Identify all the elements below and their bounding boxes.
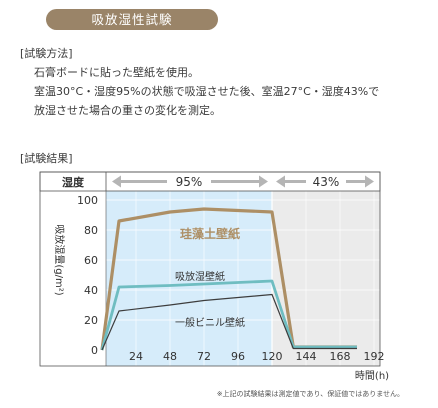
humidity-period-95: 95% (176, 175, 203, 189)
series-label-diatom: 珪藻土壁紙 (180, 226, 240, 241)
arrow-head-left (276, 175, 285, 188)
footnote: ※上記の試験結果は測定値であり、保証値ではありません。 (216, 390, 404, 398)
x-tick-label: 144 (296, 350, 317, 363)
x-tick-label: 24 (129, 350, 143, 363)
y-tick-label: 0 (91, 344, 98, 357)
x-tick-label: 48 (163, 350, 177, 363)
y-tick-label: 60 (84, 254, 98, 267)
y-tick-label: 40 (84, 284, 98, 297)
y-tick-label: 20 (84, 314, 98, 327)
chart-frame (39, 171, 381, 367)
series-line-vinyl (101, 293, 357, 351)
arrow-head-right (259, 175, 268, 188)
x-axis-label: 時間(h) (355, 370, 389, 382)
humidity-period-43: 43% (313, 175, 340, 189)
x-tick-label: 72 (197, 350, 211, 363)
y-axis-label: 吸放湿量(g/m²) (53, 224, 66, 295)
y-tick-label: 100 (77, 194, 98, 207)
series-line-absorb (100, 279, 357, 351)
humid-phase-background (106, 191, 272, 366)
arrow-head-right (365, 175, 374, 188)
method-line-3: 放湿させた場合の重さの変化を測定。 (34, 104, 221, 117)
axis-ticks: 0 20 40 60 80 100 24 48 72 96 120 144 168 192 (77, 191, 385, 366)
y-tick-label: 80 (84, 224, 98, 237)
series-lines (100, 207, 357, 351)
grid-lines (106, 172, 380, 366)
series-label-absorb: 吸放湿壁紙 (175, 270, 225, 283)
dry-phase-background (272, 191, 380, 366)
series-line-diatom (100, 207, 357, 351)
series-label-vinyl: 一般ビニル壁紙 (175, 316, 245, 329)
humidity-period-arrows (112, 175, 374, 188)
arrow-head-left (112, 175, 121, 188)
x-tick-label: 192 (364, 350, 385, 363)
results-heading: [試験結果] (20, 152, 73, 165)
method-line-1: 石膏ボードに貼った壁紙を使用。 (34, 66, 199, 79)
page-title: 吸放湿性試験 (46, 9, 218, 30)
x-tick-label: 96 (231, 350, 245, 363)
method-heading: [試験方法] (20, 47, 73, 60)
method-line-2: 室温30°C・湿度95%の状態で吸湿させた後、室温27°C・湿度43%で (34, 85, 380, 98)
humidity-header-label: 湿度 (62, 175, 85, 189)
x-tick-label: 120 (262, 350, 283, 363)
x-tick-label: 168 (330, 350, 351, 363)
